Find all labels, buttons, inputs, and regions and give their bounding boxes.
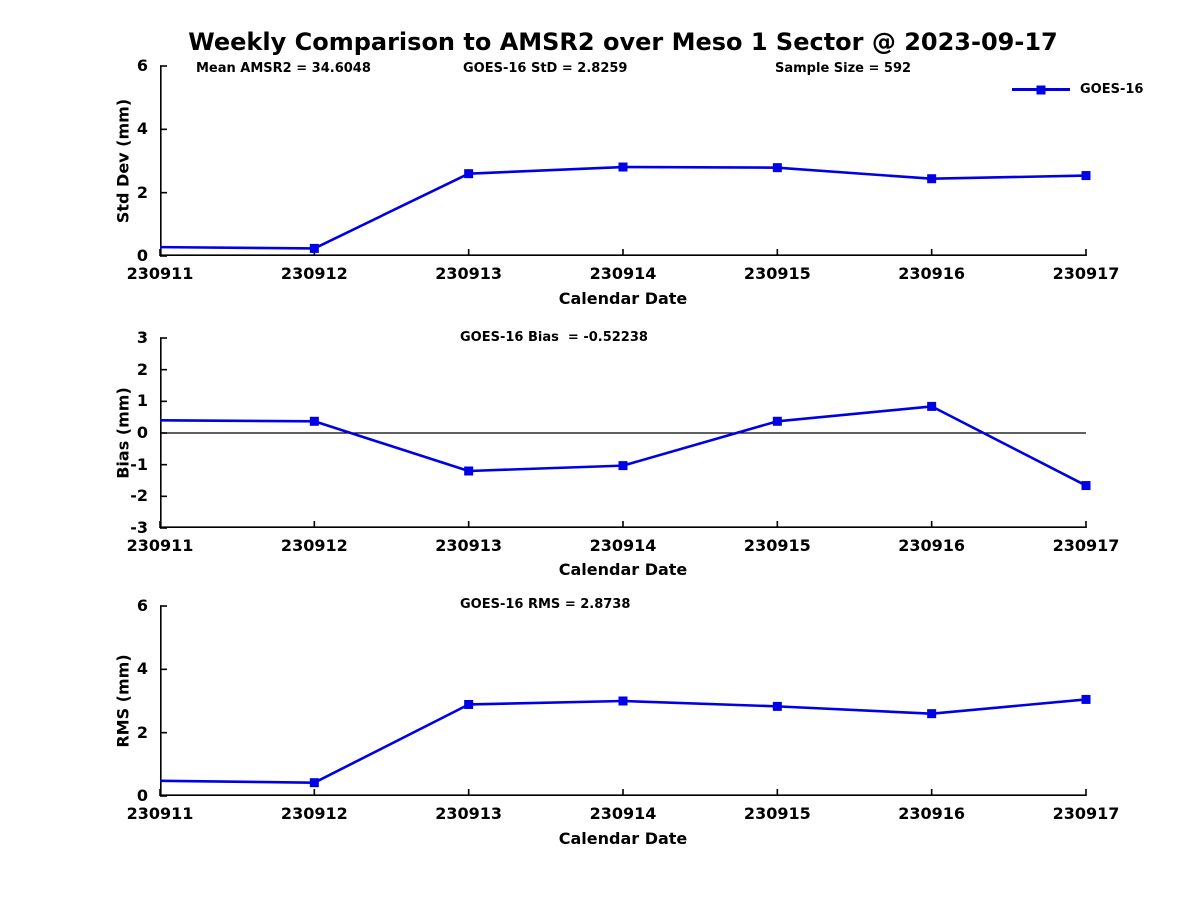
x-tick-label: 230911 [126, 264, 194, 283]
x-tick-label: 230913 [435, 804, 503, 823]
legend-label: GOES-16 [1080, 82, 1144, 97]
y-tick-label: 0 [136, 786, 148, 805]
x-tick-label: 230916 [898, 264, 966, 283]
y-tick-label: 2 [136, 359, 148, 379]
plot-area-rms [159, 605, 1091, 797]
x-tick-label: 230914 [589, 536, 657, 555]
y-tick-label: 4 [136, 659, 148, 679]
y-tick-label: 0 [136, 423, 148, 442]
legend: GOES-16 [1012, 82, 1143, 97]
plot-area-bias [159, 337, 1091, 529]
y-tick-label: 2 [136, 182, 148, 202]
plot-canvas-rms [159, 605, 1091, 797]
annotation-mean-amsr2: Mean AMSR2 = 34.6048 [196, 61, 371, 76]
y-tick-label: -3 [130, 518, 148, 537]
y-tick-label: -2 [130, 486, 148, 506]
x-tick-label: 230915 [743, 536, 811, 555]
x-tick-label: 230917 [1052, 804, 1120, 823]
legend-line-marker-icon [1012, 88, 1070, 91]
y-tick-label: 3 [136, 328, 148, 347]
annotation-goes16-rms: GOES-16 RMS = 2.8738 [460, 597, 631, 612]
y-tick-label: -1 [130, 454, 148, 474]
y-axis-label-rms: RMS (mm) [113, 654, 133, 748]
x-tick-label: 230914 [589, 804, 657, 823]
y-tick-label: 4 [136, 119, 148, 139]
x-tick-label: 230915 [743, 804, 811, 823]
x-tick-label: 230912 [280, 264, 348, 283]
x-tick-label: 230913 [435, 264, 503, 283]
annotation-goes16-std: GOES-16 StD = 2.8259 [463, 61, 628, 76]
x-axis-label-calendar-date: Calendar Date [558, 289, 688, 308]
x-tick-label: 230917 [1052, 264, 1120, 283]
x-tick-label: 230911 [126, 536, 194, 555]
x-tick-label: 230916 [898, 536, 966, 555]
x-tick-label: 230913 [435, 536, 503, 555]
x-axis-label-calendar-date: Calendar Date [558, 829, 688, 848]
x-tick-label: 230912 [280, 536, 348, 555]
x-tick-label: 230911 [126, 804, 194, 823]
plot-canvas-std-dev [159, 65, 1091, 257]
x-tick-label: 230915 [743, 264, 811, 283]
x-tick-label: 230914 [589, 264, 657, 283]
y-tick-label: 1 [136, 391, 148, 411]
y-tick-label: 6 [136, 56, 148, 75]
annotation-goes16-bias: GOES-16 Bias = -0.52238 [460, 330, 648, 345]
y-axis-label-std-dev: Std Dev (mm) [113, 98, 133, 224]
y-tick-label: 2 [136, 722, 148, 742]
x-tick-label: 230917 [1052, 536, 1120, 555]
y-tick-label: 0 [136, 246, 148, 265]
y-tick-label: 6 [136, 596, 148, 615]
x-tick-label: 230916 [898, 804, 966, 823]
x-axis-label-calendar-date: Calendar Date [558, 560, 688, 579]
x-tick-label: 230912 [280, 804, 348, 823]
plot-area-std-dev [159, 65, 1091, 257]
plot-canvas-bias [159, 337, 1091, 529]
annotation-sample-size: Sample Size = 592 [775, 61, 912, 76]
chart-title: Weekly Comparison to AMSR2 over Meso 1 S… [188, 28, 1058, 56]
